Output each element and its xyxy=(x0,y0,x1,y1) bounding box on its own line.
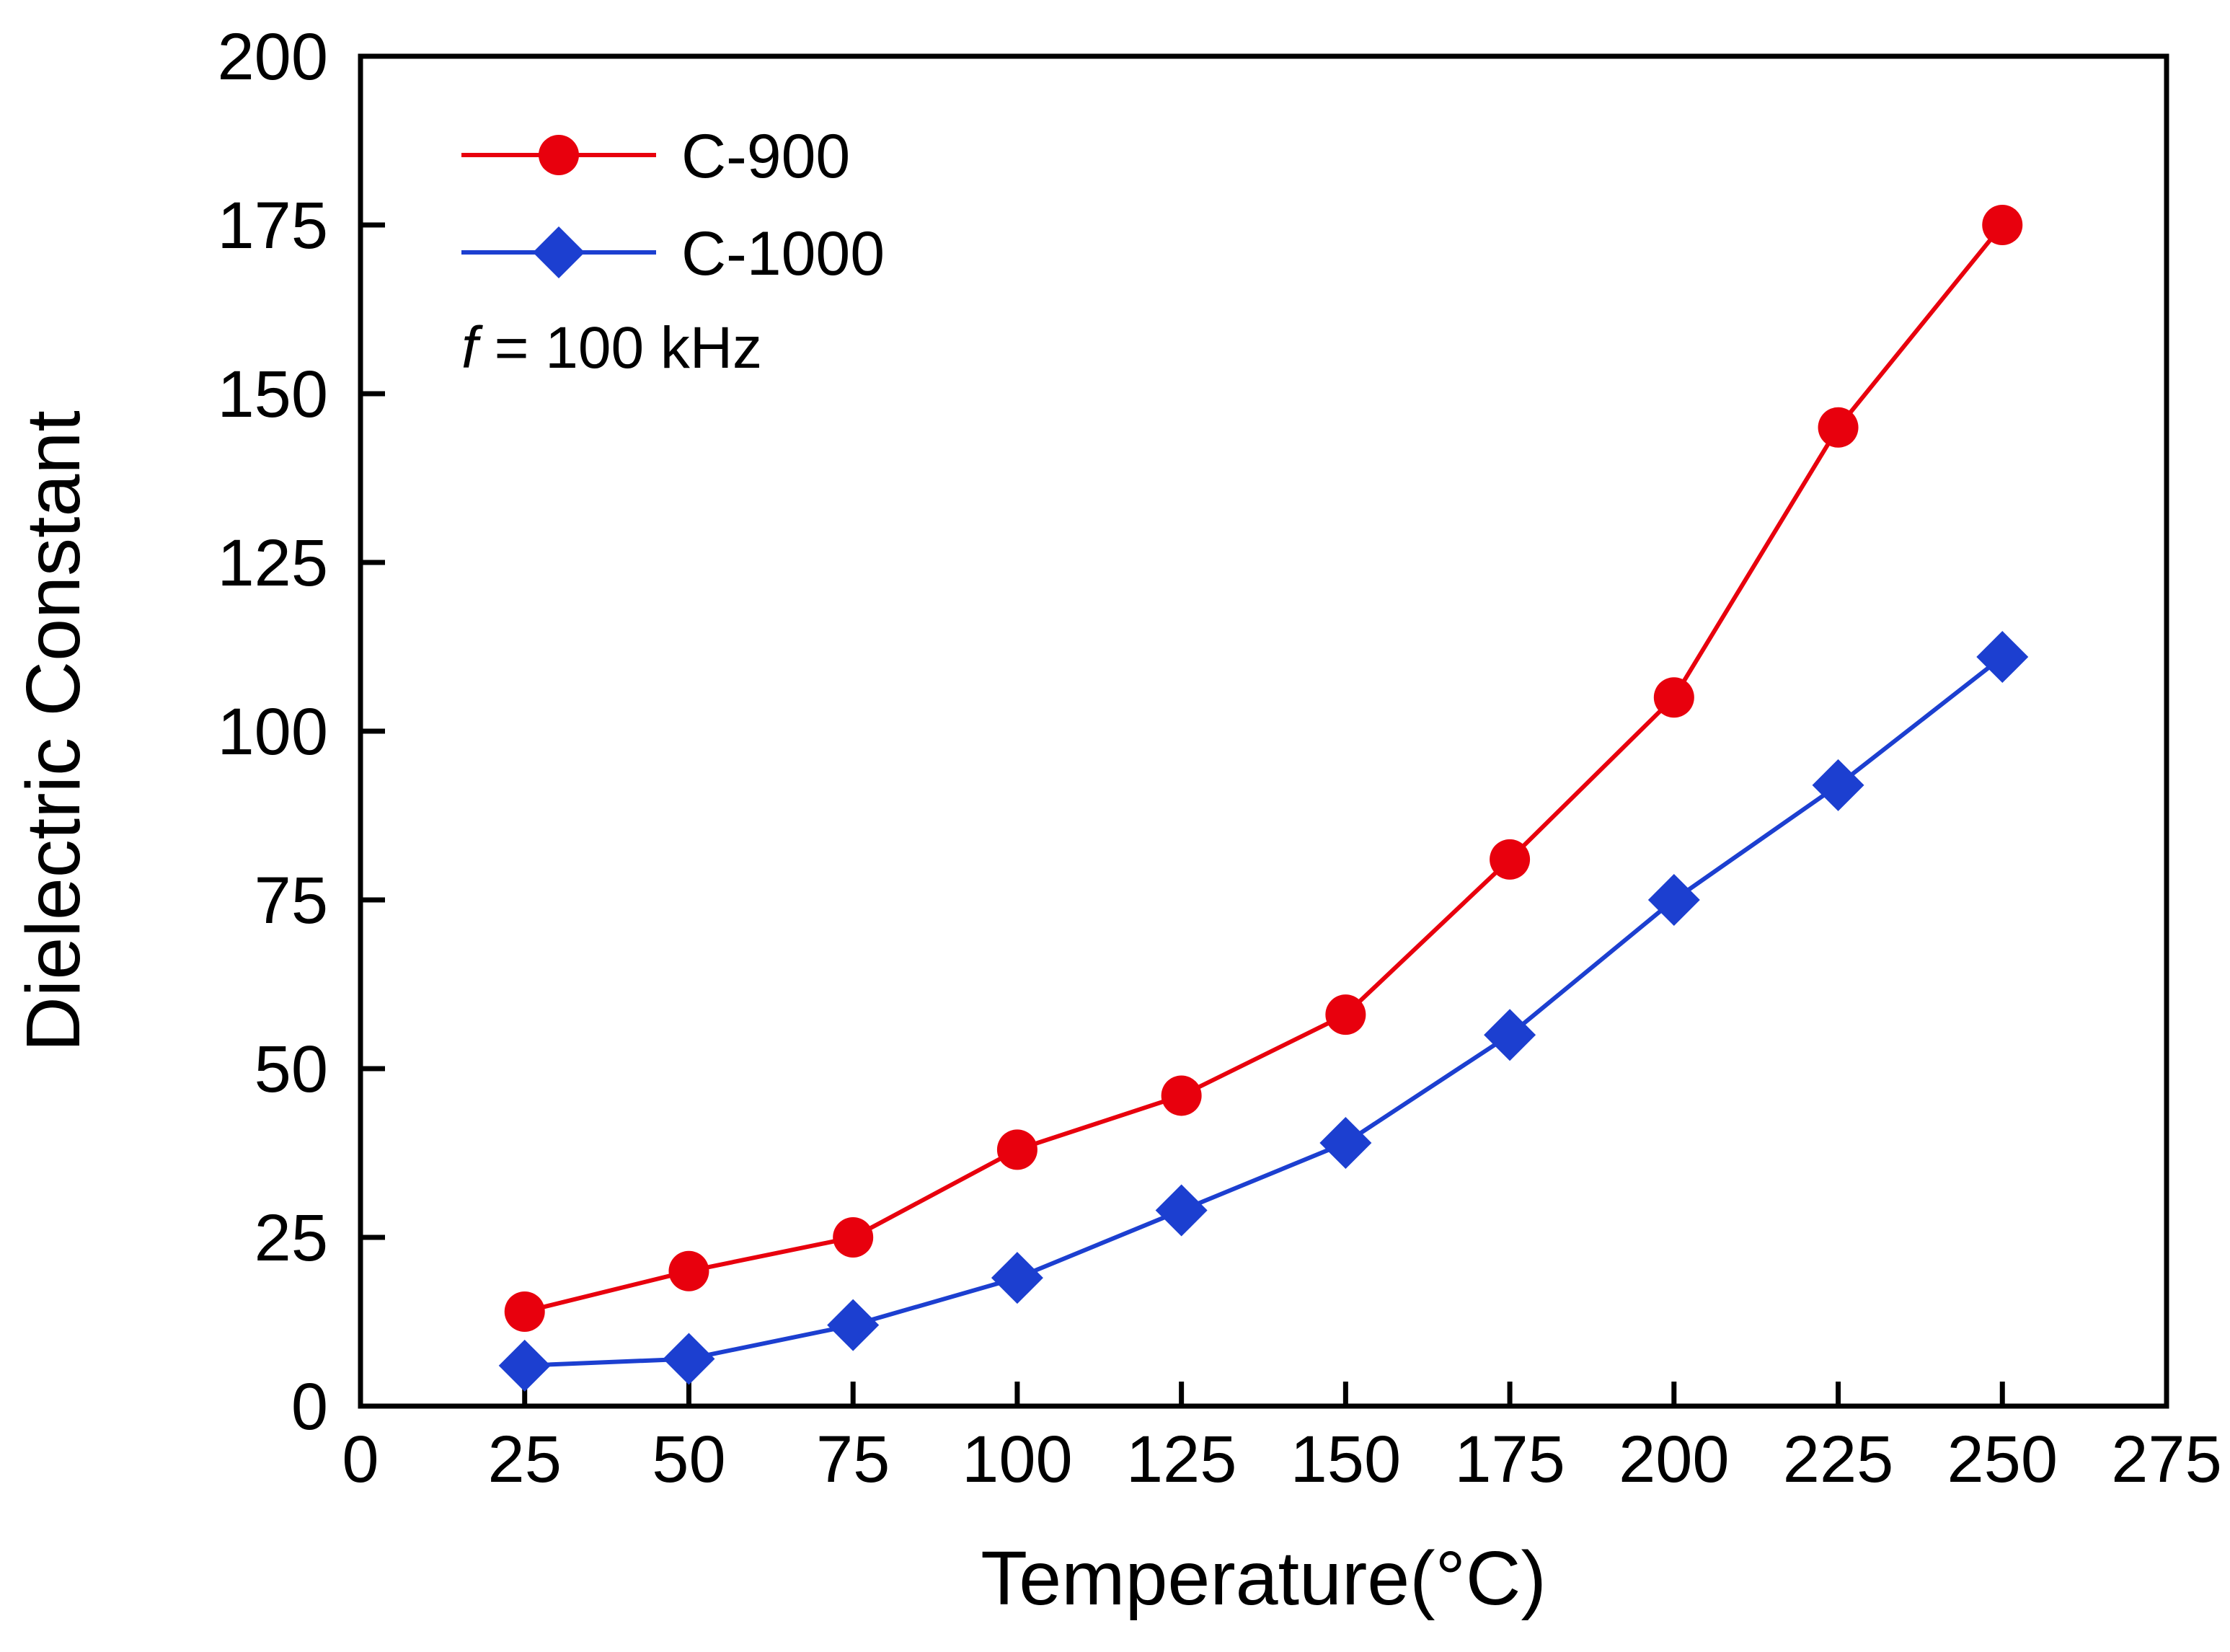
series-marker-C-900 xyxy=(1818,407,1859,448)
x-axis-tick-label: 125 xyxy=(1126,1423,1237,1496)
legend-label-C-1000: C-1000 xyxy=(681,219,885,288)
series-marker-C-900 xyxy=(1490,839,1531,880)
plot-frame xyxy=(358,53,2169,1409)
series-marker-C-1000 xyxy=(663,1333,715,1385)
legend-marker-C-900 xyxy=(539,135,579,175)
series-line-C-900 xyxy=(524,224,2004,1314)
x-axis-tick-label: 0 xyxy=(342,1423,379,1496)
x-axis-tick-label: 75 xyxy=(816,1423,890,1496)
series-marker-C-1000 xyxy=(1812,759,1864,811)
y-axis-title: Dielectric Constant xyxy=(11,410,96,1052)
x-axis-tick-label: 175 xyxy=(1454,1423,1565,1496)
x-axis-tick-label: 150 xyxy=(1291,1423,1402,1496)
x-axis-tick-label: 200 xyxy=(1619,1423,1730,1496)
y-axis-tick-label: 150 xyxy=(218,358,329,431)
series-marker-C-900 xyxy=(668,1250,709,1291)
series-marker-C-900 xyxy=(1653,677,1694,718)
y-axis-tick-label: 0 xyxy=(291,1370,328,1444)
series-marker-C-900 xyxy=(833,1217,874,1258)
y-axis-tick-label: 200 xyxy=(218,20,329,94)
series-marker-C-1000 xyxy=(1319,1116,1372,1169)
series-marker-C-900 xyxy=(1982,205,2023,245)
y-axis-tick-label: 175 xyxy=(218,189,329,262)
x-axis-title: Temperature(°C) xyxy=(981,1536,1547,1621)
x-axis-tick-label: 100 xyxy=(962,1423,1073,1496)
y-axis-tick-label: 125 xyxy=(218,526,329,600)
y-axis-tick-label: 25 xyxy=(255,1201,328,1275)
series-marker-C-1000 xyxy=(498,1339,551,1392)
y-axis-tick-label: 100 xyxy=(218,695,329,769)
y-axis-tick-label: 50 xyxy=(255,1033,328,1106)
series-marker-C-900 xyxy=(996,1129,1037,1170)
series-marker-C-900 xyxy=(504,1291,545,1332)
series-marker-C-900 xyxy=(1161,1075,1202,1116)
x-axis-tick-label: 250 xyxy=(1947,1423,2058,1496)
x-axis-tick-label: 275 xyxy=(2111,1423,2222,1496)
series-marker-C-1000 xyxy=(827,1299,880,1351)
x-axis-tick-label: 25 xyxy=(488,1423,562,1496)
legend-label-C-900: C-900 xyxy=(681,122,850,191)
annotation-frequency: f = 100 kHz xyxy=(461,315,762,381)
series-line-C-1000 xyxy=(524,655,2004,1368)
series-marker-C-1000 xyxy=(991,1252,1043,1304)
x-axis-tick-label: 225 xyxy=(1783,1423,1894,1496)
series-marker-C-1000 xyxy=(1647,874,1700,926)
series-marker-C-1000 xyxy=(1484,1009,1536,1061)
series-marker-C-1000 xyxy=(1976,631,2029,684)
legend-marker-C-1000 xyxy=(533,226,585,278)
y-axis-tick-label: 75 xyxy=(255,864,328,937)
series-marker-C-900 xyxy=(1325,994,1366,1035)
series-marker-C-1000 xyxy=(1155,1184,1208,1237)
x-axis-tick-label: 50 xyxy=(652,1423,725,1496)
